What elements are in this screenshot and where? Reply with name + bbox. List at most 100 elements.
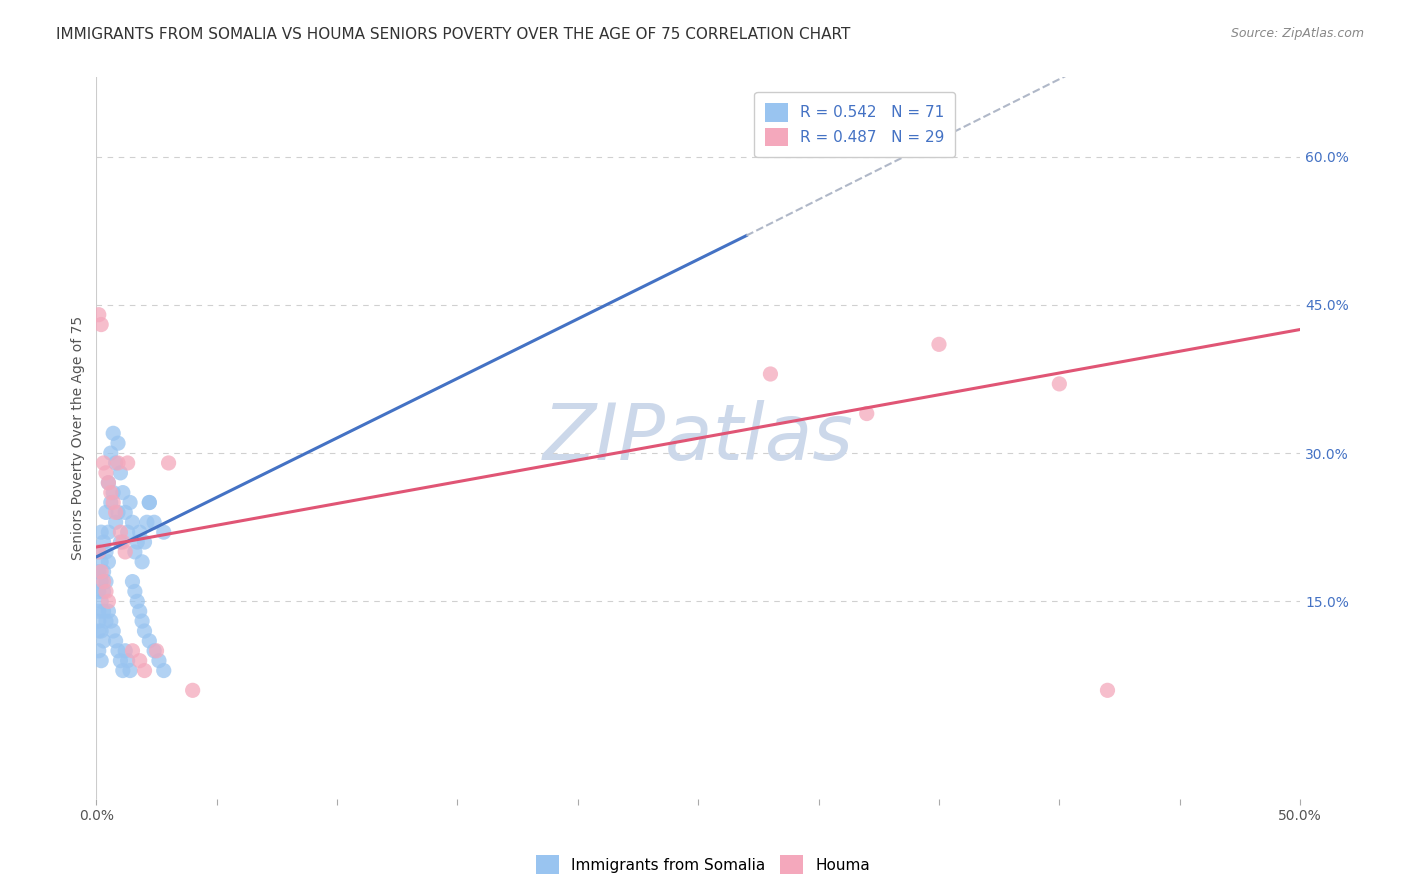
Point [94, 614, 117, 628]
Legend: R = 0.542   N = 71, R = 0.487   N = 29: R = 0.542 N = 71, R = 0.487 N = 29 [755, 92, 956, 157]
Point [138, 495, 160, 509]
Point [127, 535, 149, 549]
Point [93, 584, 115, 599]
Point [97, 525, 120, 540]
Legend: Immigrants from Somalia, Houma: Immigrants from Somalia, Houma [530, 849, 876, 880]
Point [90, 574, 112, 589]
Point [104, 456, 127, 470]
Point [120, 495, 142, 509]
Point [100, 614, 122, 628]
Point [87, 644, 110, 658]
Point [134, 535, 156, 549]
Point [87, 545, 110, 559]
Text: ZIPatlas: ZIPatlas [543, 401, 853, 476]
Point [138, 495, 160, 509]
Point [94, 505, 117, 519]
Point [121, 644, 143, 658]
Point [103, 624, 125, 638]
Point [93, 604, 115, 618]
Point [93, 633, 115, 648]
Point [94, 574, 117, 589]
Y-axis label: Seniors Poverty Over the Age of 75: Seniors Poverty Over the Age of 75 [72, 316, 86, 560]
Point [134, 664, 156, 678]
Point [157, 456, 180, 470]
Point [87, 614, 110, 628]
Point [93, 565, 115, 579]
Point [93, 456, 115, 470]
Point [90, 318, 112, 332]
Point [143, 644, 166, 658]
Point [104, 516, 127, 530]
Point [87, 545, 110, 559]
Point [100, 446, 122, 460]
Point [1097, 683, 1119, 698]
Point [87, 624, 110, 638]
Point [93, 574, 115, 589]
Point [114, 505, 136, 519]
Point [152, 525, 174, 540]
Point [124, 584, 146, 599]
Point [90, 594, 112, 608]
Point [90, 555, 112, 569]
Point [100, 495, 122, 509]
Point [104, 633, 127, 648]
Point [104, 505, 127, 519]
Point [181, 683, 204, 698]
Point [107, 456, 129, 470]
Point [131, 614, 153, 628]
Point [87, 308, 110, 322]
Point [97, 555, 120, 569]
Point [107, 505, 129, 519]
Point [783, 129, 806, 144]
Point [131, 555, 153, 569]
Point [97, 475, 120, 490]
Point [90, 525, 112, 540]
Point [90, 624, 112, 638]
Point [128, 525, 150, 540]
Point [94, 545, 117, 559]
Point [152, 664, 174, 678]
Point [94, 584, 117, 599]
Point [117, 654, 139, 668]
Point [135, 516, 157, 530]
Point [134, 624, 156, 638]
Point [145, 644, 167, 658]
Point [103, 426, 125, 441]
Point [121, 516, 143, 530]
Point [121, 574, 143, 589]
Point [127, 594, 149, 608]
Point [143, 516, 166, 530]
Point [107, 644, 129, 658]
Point [87, 565, 110, 579]
Point [148, 654, 170, 668]
Point [110, 535, 132, 549]
Point [90, 565, 112, 579]
Point [87, 604, 110, 618]
Point [97, 475, 120, 490]
Point [111, 535, 134, 549]
Point [93, 535, 115, 549]
Point [117, 525, 139, 540]
Point [111, 485, 134, 500]
Point [759, 367, 782, 381]
Point [128, 604, 150, 618]
Point [100, 485, 122, 500]
Point [94, 466, 117, 480]
Point [120, 664, 142, 678]
Text: Source: ZipAtlas.com: Source: ZipAtlas.com [1230, 27, 1364, 40]
Point [90, 654, 112, 668]
Point [87, 584, 110, 599]
Point [114, 644, 136, 658]
Point [138, 633, 160, 648]
Point [928, 337, 950, 351]
Point [124, 545, 146, 559]
Point [103, 495, 125, 509]
Point [107, 436, 129, 450]
Point [110, 525, 132, 540]
Point [97, 594, 120, 608]
Point [117, 456, 139, 470]
Point [97, 604, 120, 618]
Point [128, 654, 150, 668]
Point [110, 466, 132, 480]
Point [855, 407, 877, 421]
